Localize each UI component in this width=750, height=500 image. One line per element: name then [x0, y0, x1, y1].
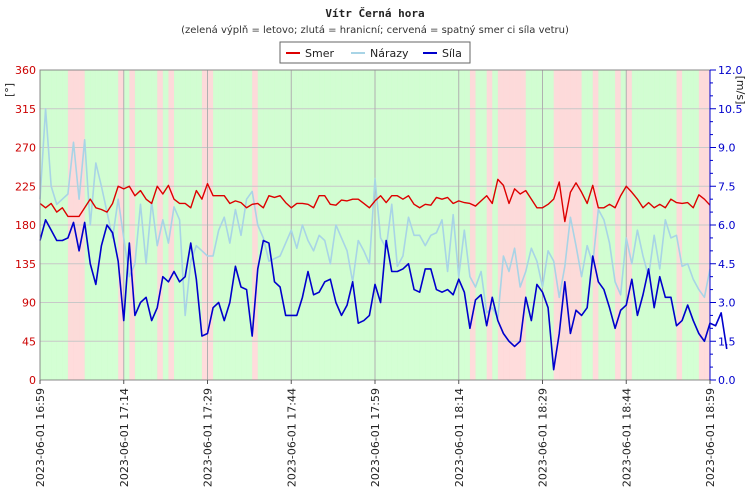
- y-right-tick-label: 0.0: [718, 374, 736, 387]
- legend-label-narazy: Nárazy: [370, 47, 409, 60]
- axes: 0 45 90 135 180 225 270 315 360 0.0 1.5 3.0 4.5 6.0 7.…: [15, 64, 743, 487]
- series-line-sila: [39, 219, 728, 371]
- x-tick-label: 2023-06-01 17:29: [202, 388, 215, 487]
- y-right-tick-label: 10.5: [718, 103, 743, 116]
- legend: Smer Nárazy Síla: [279, 41, 471, 64]
- y-right-tick-label: 3.0: [718, 297, 736, 310]
- y-right-tick-label: 7.5: [718, 180, 736, 193]
- y-axis-right-label: [m/s]: [734, 76, 747, 105]
- y-right-tick-label: 1.5: [718, 335, 736, 348]
- x-tick-label: 2023-06-01 17:14: [118, 388, 131, 487]
- y-left-tick-label: 135: [15, 258, 36, 271]
- y-right-tick-label: 4.5: [718, 258, 736, 271]
- x-tick-label: 2023-06-01 18:14: [453, 388, 466, 487]
- legend-label-smer: Smer: [305, 47, 334, 60]
- y-right-tick-label: 12.0: [718, 64, 743, 77]
- x-tick-label: 2023-06-01 17:59: [369, 388, 382, 487]
- legend-label-sila: Síla: [442, 47, 462, 60]
- y-left-tick-label: 90: [22, 297, 36, 310]
- chart-title: Vítr Černá hora: [325, 7, 424, 20]
- y-left-tick-label: 315: [15, 103, 36, 116]
- y-right-tick-label: 6.0: [718, 219, 736, 232]
- y-left-tick-label: 360: [15, 64, 36, 77]
- y-left-tick-label: 225: [15, 180, 36, 193]
- y-left-tick-label: 0: [29, 374, 36, 387]
- x-tick-label: 2023-06-01 18:44: [620, 388, 633, 487]
- series-line-smer: [39, 178, 711, 223]
- x-tick-label: 2023-06-01 16:59: [34, 388, 47, 487]
- x-tick-label: 2023-06-01 18:29: [537, 388, 550, 487]
- y-left-tick-label: 180: [15, 219, 36, 232]
- x-tick-label: 2023-06-01 18:59: [704, 388, 717, 487]
- chart-subtitle: (zelená výplň = letovo; zlutá = hranicní…: [181, 24, 569, 36]
- legend-box: [279, 41, 471, 64]
- y-axis-left-label: [°]: [3, 83, 16, 97]
- y-left-tick-label: 270: [15, 142, 36, 155]
- series-layer: [39, 107, 728, 371]
- y-left-tick-label: 45: [22, 335, 36, 348]
- y-right-tick-label: 9.0: [718, 142, 736, 155]
- x-tick-label: 2023-06-01 17:44: [285, 388, 298, 487]
